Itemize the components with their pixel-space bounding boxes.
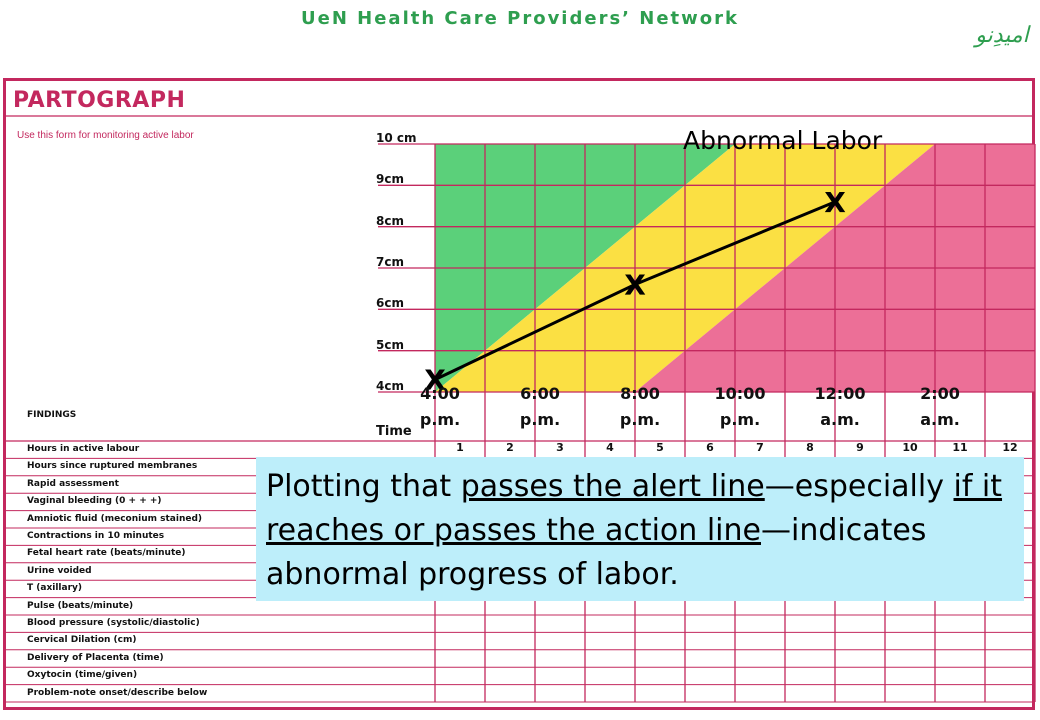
time-label: 12:00 a.m. <box>795 381 885 433</box>
findings-row-label: Rapid assessment <box>27 478 119 489</box>
findings-heading: FINDINGS <box>27 410 77 420</box>
time-label-period: p.m. <box>619 410 661 429</box>
y-tick-label: 7cm <box>376 255 404 269</box>
findings-row-label: Contractions in 10 minutes <box>27 531 165 541</box>
findings-row-label: Hours in active labour <box>27 444 140 454</box>
time-label-hour: 4:00 <box>420 384 460 403</box>
time-label: 10:00 p.m. <box>695 381 785 433</box>
form-instruction: Use this form for monitoring active labo… <box>17 130 194 141</box>
findings-row-label: Amniotic fluid (meconium stained) <box>27 513 203 524</box>
findings-row-label: Delivery of Placenta (time) <box>27 652 164 663</box>
findings-row-label: Oxytocin (time/given) <box>27 670 138 681</box>
hour-number: 8 <box>806 441 814 454</box>
callout-action-line-text: if it reaches or passes the action line <box>266 469 1003 548</box>
findings-row-label: Cervical Dilation (cm) <box>27 635 137 646</box>
findings-row-label: Hours since ruptured membranes <box>27 461 198 472</box>
y-tick-label: 6cm <box>376 296 404 311</box>
time-label-period: p.m. <box>519 410 561 429</box>
findings-row-label: Vaginal bleeding (0 + + +) <box>27 496 162 507</box>
time-axis-label: Time <box>376 424 412 439</box>
data-point-x-marker: X <box>424 364 446 397</box>
y-tick-label: 4cm <box>376 379 404 393</box>
y-tick-label: 9cm <box>376 172 404 187</box>
y-tick-label: 5cm <box>376 337 404 352</box>
explanation-callout: Plotting that passes the alert line—espe… <box>256 457 1024 601</box>
callout-text-2: —especially <box>764 469 954 504</box>
findings-row-label: T (axillary) <box>27 583 83 594</box>
progress-line <box>434 200 836 381</box>
data-point-x-marker: X <box>824 186 846 219</box>
hour-number: 4 <box>606 441 614 454</box>
time-label-hour: 2:00 <box>920 384 960 403</box>
form-title: PARTOGRAPH <box>13 88 186 113</box>
y-tick-label: 8cm <box>376 213 404 228</box>
callout-text-3: —indicates abnormal progress of labor. <box>266 513 927 592</box>
time-label-hour: 12:00 <box>814 384 866 403</box>
hour-number: 1 <box>456 441 464 454</box>
findings-row-label: Fetal heart rate (beats/minute) <box>27 548 186 559</box>
time-label-hour: 6:00 <box>520 384 560 403</box>
findings-row-label: Blood pressure (systolic/diastolic) <box>27 618 200 628</box>
hour-number: 10 <box>902 441 918 454</box>
time-label-hour: 8:00 <box>620 384 660 403</box>
findings-row-label: Problem-note onset/describe below <box>27 687 208 698</box>
time-label-period: a.m. <box>920 410 960 429</box>
hour-number: 6 <box>706 441 714 454</box>
organization-logo: امیدِنو <box>972 23 1031 48</box>
hour-number: 5 <box>656 441 664 454</box>
header-title: UeN Health Care Providers’ Network <box>301 8 739 29</box>
findings-row-label: Urine voided <box>27 565 92 576</box>
time-label-period: p.m. <box>419 410 461 429</box>
hour-number: 7 <box>756 441 764 454</box>
data-point-x-marker: X <box>624 269 646 302</box>
time-label: 4:00 p.m. <box>395 381 485 433</box>
time-label: 8:00 p.m. <box>595 381 685 433</box>
hour-number: 3 <box>556 441 564 454</box>
time-label-period: p.m. <box>719 410 761 429</box>
hour-number: 11 <box>952 441 968 454</box>
time-label: 2:00 a.m. <box>895 381 985 433</box>
logo-text: امیدِنو <box>972 23 1031 48</box>
hour-number: 12 <box>1002 441 1018 454</box>
callout-alert-line-text: passes the alert line <box>460 469 765 504</box>
hour-number: 2 <box>506 441 514 454</box>
time-label-hour: 10:00 <box>714 384 766 403</box>
findings-row-label: Pulse (beats/minute) <box>27 600 134 611</box>
time-label-period: a.m. <box>820 410 860 429</box>
time-label: 6:00 p.m. <box>495 381 585 433</box>
callout-text-1: Plotting that <box>266 469 461 504</box>
abnormal-labor-annotation: Abnormal Labor <box>683 126 883 155</box>
hour-number: 9 <box>856 441 864 454</box>
y-tick-label: 10 cm <box>376 131 417 145</box>
